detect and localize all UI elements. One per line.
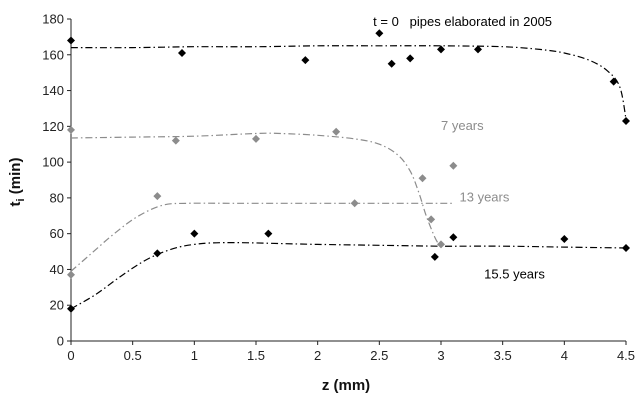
data-point-series-2	[67, 270, 75, 279]
data-point-series-3	[190, 229, 199, 238]
annotation-label: 7 years	[441, 118, 484, 133]
y-tick-label: 160	[42, 47, 64, 62]
data-point-series-1	[332, 127, 341, 136]
data-point-series-3	[560, 235, 569, 244]
data-point-series-0	[387, 59, 396, 68]
data-point-series-1	[67, 125, 75, 134]
data-point-series-3	[153, 249, 162, 258]
annotation-label: t = 0 pipes elaborated in 2005	[373, 14, 552, 29]
y-tick-label: 40	[50, 262, 64, 277]
y-tick-label: 60	[50, 226, 64, 241]
data-point-series-1	[449, 161, 458, 170]
x-tick-label: 2	[314, 348, 321, 363]
x-tick-label: 3.5	[494, 348, 512, 363]
data-point-series-2	[153, 192, 162, 201]
data-point-series-0	[622, 116, 630, 125]
y-tick-label: 20	[50, 298, 64, 313]
data-point-series-1	[171, 136, 180, 145]
trend-line-series-0	[70, 45, 627, 120]
data-point-series-1	[427, 215, 436, 224]
x-tick-label: 0	[67, 348, 74, 363]
data-point-series-1	[418, 174, 427, 183]
x-tick-label: 4	[561, 348, 568, 363]
x-tick-label: 0.5	[124, 348, 142, 363]
data-point-series-3	[264, 229, 273, 238]
x-tick-label: 2.5	[370, 348, 388, 363]
data-point-series-3	[430, 252, 439, 261]
data-point-series-0	[178, 48, 186, 57]
x-tick-label: 4.5	[617, 348, 635, 363]
data-point-series-0	[437, 45, 445, 54]
data-point-series-3	[67, 304, 75, 313]
data-point-series-3	[449, 233, 458, 242]
annotation-label: 13 years	[460, 189, 510, 204]
annotation-label: 15.5 years	[484, 266, 545, 281]
data-point-series-0	[474, 45, 482, 54]
x-tick-label: 1.5	[247, 348, 265, 363]
data-point-series-0	[301, 56, 310, 65]
trend-lines	[70, 45, 627, 310]
data-point-series-2	[350, 199, 359, 208]
y-tick-label: 140	[42, 83, 64, 98]
y-tick-label: 0	[57, 334, 64, 349]
trend-line-series-3	[70, 241, 627, 310]
data-point-series-0	[375, 29, 384, 38]
trend-line-series-1	[70, 132, 442, 249]
y-tick-label: 80	[50, 190, 64, 205]
data-point-series-3	[622, 243, 630, 252]
data-points	[67, 29, 630, 313]
data-point-series-0	[406, 54, 415, 63]
data-point-series-1	[252, 134, 260, 143]
y-tick-label: 100	[42, 155, 64, 170]
trend-line-series-2	[70, 202, 454, 272]
y-tick-label: 120	[42, 119, 64, 134]
x-axis-title: z (mm)	[322, 377, 370, 394]
x-tick-label: 3	[437, 348, 444, 363]
data-point-series-2	[437, 240, 445, 249]
data-point-series-0	[67, 36, 75, 45]
y-axis-title-sub: i	[15, 198, 27, 201]
y-axis-title-main: t	[7, 201, 24, 206]
y-axis-title-unit: (min)	[7, 158, 24, 199]
axes: 0 20 40 60 80 100 120 140 160 180 0 0.5 1 1.5 2 2.5 3 3.5…	[42, 12, 635, 364]
y-tick-label: 180	[42, 12, 64, 27]
x-tick-label: 1	[191, 348, 198, 363]
annotations: t = 0 pipes elaborated in 2005 7 years 13 …	[373, 14, 552, 281]
data-point-series-0	[609, 77, 618, 86]
y-axis-title: ti (min)	[7, 158, 27, 207]
